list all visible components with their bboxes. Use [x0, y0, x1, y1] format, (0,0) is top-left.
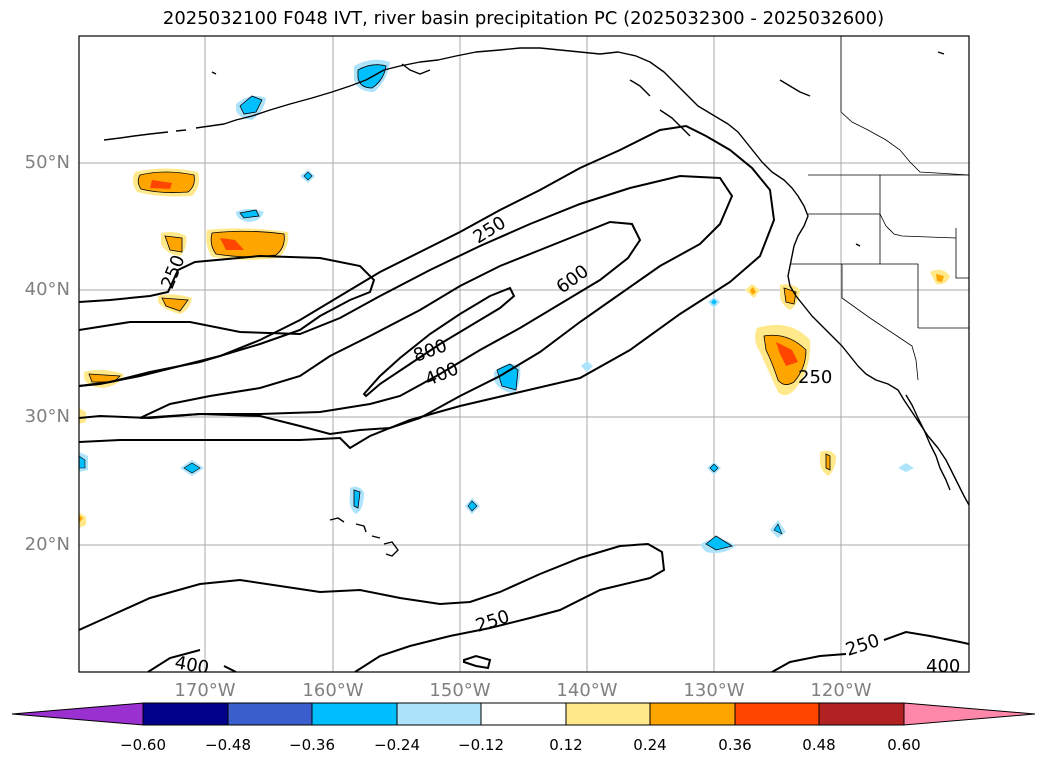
gridlines: [79, 36, 969, 672]
colorbar-tick-7: 0.24: [633, 736, 667, 754]
colorbar-extend-max: [903, 702, 1036, 726]
contour-label-250-west: 250: [157, 252, 189, 292]
colorbar-tick-5: −0.12: [458, 736, 504, 754]
colorbar-tick-2: −0.48: [205, 736, 251, 754]
colorbar-bin-7: [649, 702, 736, 726]
colorbar-tick-6: 0.12: [549, 736, 583, 754]
colorbar-bin-6: [565, 702, 651, 726]
coastlines: [103, 47, 969, 557]
colorbar-bin-1: [142, 702, 229, 726]
colorbar-tick-10: 0.60: [887, 736, 921, 754]
lon-label-120w: 120°W: [810, 680, 872, 701]
lon-label-170w: 170°W: [174, 680, 236, 701]
contour-labels: 250 250 600 800 400 250 250 250 400 400: [157, 212, 960, 679]
precip-positive-patches: [79, 168, 950, 528]
contour-label-400-bottom-left: 400: [173, 652, 210, 679]
lon-label-150w: 150°W: [429, 680, 491, 701]
colorbar: [11, 702, 1036, 726]
borders: [790, 36, 969, 381]
lat-label-50n: 50°N: [24, 152, 70, 173]
contour-label-250-southeast: 250: [843, 630, 882, 661]
colorbar-bin-9: [818, 702, 905, 726]
contour-label-400-core: 400: [422, 358, 462, 390]
lat-label-20n: 20°N: [24, 534, 70, 555]
map-title: 2025032100 F048 IVT, river basin precipi…: [162, 8, 885, 29]
colorbar-bin-4: [396, 702, 482, 726]
colorbar-extend-min: [11, 702, 144, 726]
lat-label-30n: 30°N: [24, 406, 70, 427]
colorbar-bin-8: [734, 702, 820, 726]
lon-label-160w: 160°W: [302, 680, 364, 701]
colorbar-tick-8: 0.36: [718, 736, 752, 754]
contour-label-250-coast: 250: [798, 367, 832, 388]
colorbar-bin-3: [311, 702, 398, 726]
map-frame: [78, 35, 970, 673]
colorbar-tick-4: −0.24: [374, 736, 420, 754]
colorbar-tick-3: −0.36: [289, 736, 335, 754]
colorbar-tick-1: −0.60: [120, 736, 166, 754]
contour-label-250-south: 250: [473, 606, 512, 637]
contour-label-400-bottom-right: 400: [926, 656, 960, 677]
lat-label-40n: 40°N: [24, 279, 70, 300]
colorbar-tick-9: 0.48: [802, 736, 836, 754]
ivt-contours: [79, 124, 969, 672]
lon-label-130w: 130°W: [683, 680, 745, 701]
colorbar-bin-5: [480, 702, 567, 726]
colorbar-bin-2: [227, 702, 313, 726]
lon-label-140w: 140°W: [556, 680, 618, 701]
